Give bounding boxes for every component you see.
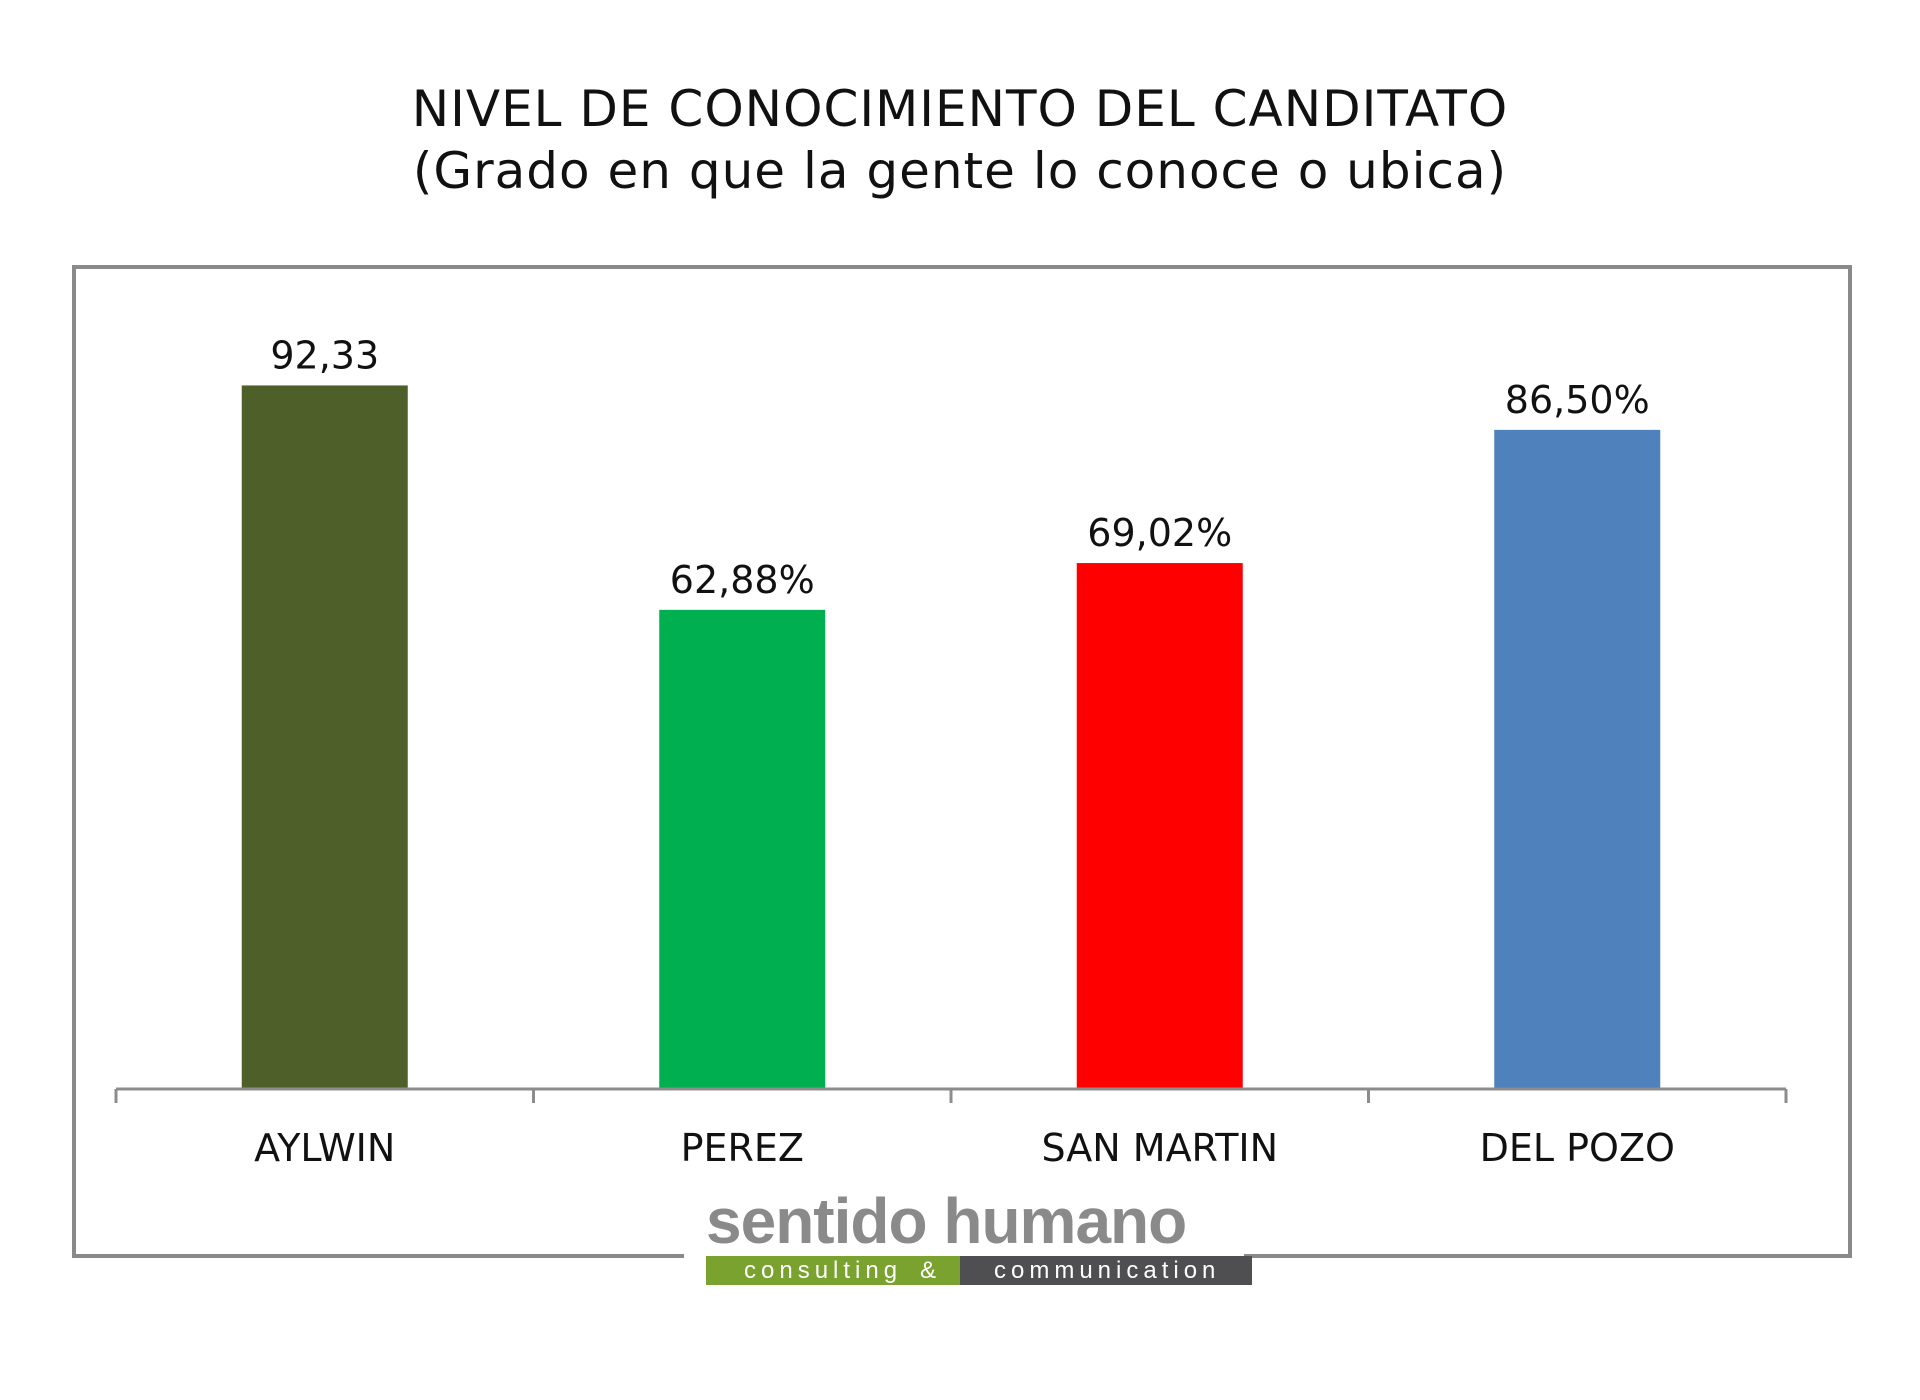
chart-frame: 92,33 AYLWIN 62,88% PEREZ 69,02% SAN MARTIN 86… bbox=[72, 265, 1852, 1258]
bar-0 bbox=[241, 385, 408, 1089]
data-label-2: 69,02% bbox=[1087, 511, 1232, 555]
logo-tagline-right: communication bbox=[960, 1256, 1252, 1285]
chart-title-line2: (Grado en que la gente lo conoce o ubica… bbox=[412, 142, 1508, 200]
logo-tagline-left: consulting bbox=[706, 1256, 960, 1285]
brand-logo: sentido humano consulting communication … bbox=[684, 1185, 1252, 1287]
bar-chart: 92,33 AYLWIN 62,88% PEREZ 69,02% SAN MARTIN 86… bbox=[114, 333, 1788, 1170]
logo-tagline-consulting: consulting bbox=[744, 1257, 903, 1284]
category-label-2: SAN MARTIN bbox=[1041, 1126, 1278, 1170]
category-label-3: DEL POZO bbox=[1480, 1126, 1675, 1170]
chart-title-line1: NIVEL DE CONOCIMIENTO DEL CANDITATO bbox=[411, 80, 1509, 138]
bar-3 bbox=[1494, 429, 1661, 1089]
category-label-0: AYLWIN bbox=[254, 1126, 395, 1170]
data-label-1: 62,88% bbox=[670, 558, 815, 602]
data-label-3: 86,50% bbox=[1505, 378, 1650, 422]
logo-tagline-ampersand: & bbox=[920, 1257, 937, 1284]
logo-tagline-communication: communication bbox=[994, 1257, 1221, 1284]
data-label-0: 92,33 bbox=[270, 333, 379, 377]
logo-wordmark: sentido humano bbox=[706, 1185, 1187, 1257]
bar-1 bbox=[659, 609, 826, 1089]
bar-2 bbox=[1076, 563, 1243, 1089]
chart-title: NIVEL DE CONOCIMIENTO DEL CANDITATO (Gra… bbox=[0, 78, 1920, 202]
category-label-1: PEREZ bbox=[681, 1126, 804, 1170]
logo-tagline-bar: consulting communication bbox=[706, 1256, 1252, 1285]
